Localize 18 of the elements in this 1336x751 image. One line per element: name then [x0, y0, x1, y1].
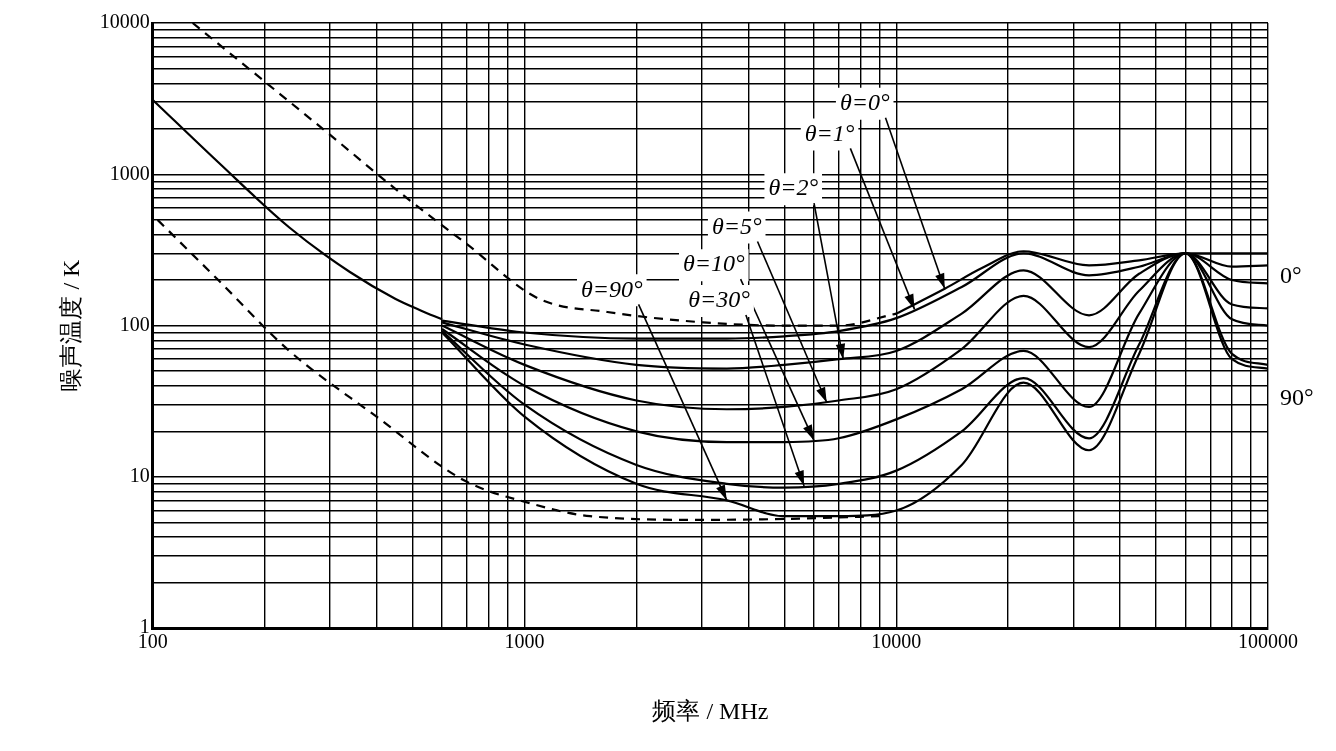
y-tick-label: 10 [129, 464, 150, 487]
annotation: θ=0° [839, 89, 890, 116]
y-tick-label: 1000 [109, 161, 150, 184]
y-axis-title: 噪声温度 / K [57, 258, 84, 392]
x-tick-label: 1000 [504, 630, 545, 653]
text: 0° [1280, 262, 1302, 289]
y-tick-label: 100 [119, 312, 150, 335]
annotation: θ=5° [711, 212, 762, 239]
annotation: θ=10° [683, 250, 745, 277]
annotation: θ=90° [580, 275, 643, 302]
x-axis-title: 频率 / MHz [652, 697, 769, 724]
annotation: θ=30° [688, 286, 751, 313]
text: 90° [1280, 383, 1314, 410]
annotation: θ=2° [768, 174, 819, 201]
x-tick-label: 100000 [1238, 630, 1298, 653]
annotation: θ=1° [804, 119, 855, 146]
y-tick-label: 10000 [99, 10, 150, 33]
x-tick-label: 10000 [871, 630, 922, 653]
